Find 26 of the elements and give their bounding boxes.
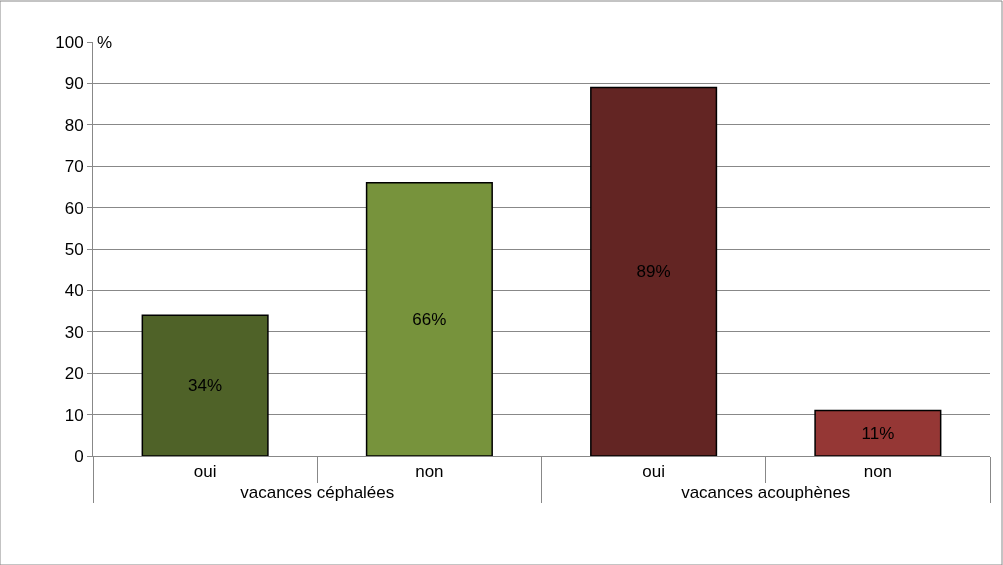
y-tick-label: 40 — [64, 281, 84, 301]
y-tick-label: 100 — [55, 32, 84, 52]
x-tick-label: oui — [193, 462, 217, 482]
y-axis-title: % — [97, 33, 113, 52]
y-tick-label: 60 — [64, 198, 84, 218]
data-label: 34% — [188, 376, 223, 396]
data-label: 89% — [636, 262, 671, 282]
y-tick-label: 30 — [64, 322, 84, 342]
x-tick-label: non — [415, 462, 444, 482]
bar — [141, 314, 269, 456]
bar — [590, 86, 718, 456]
data-label: 66% — [412, 309, 447, 329]
y-tick-label: 0 — [74, 446, 84, 466]
y-tick-label: 80 — [64, 115, 84, 135]
x-tick-label: non — [863, 462, 893, 482]
bar — [814, 409, 942, 456]
bar — [365, 182, 493, 456]
y-tick-label: 10 — [64, 405, 84, 425]
text: vacances céphalées — [240, 483, 395, 503]
x-tick-label: oui — [642, 462, 665, 482]
y-tick-label: 70 — [64, 157, 84, 177]
y-tick-label: 50 — [64, 239, 84, 259]
y-tick-label: 20 — [64, 364, 84, 384]
data-label: 11% — [861, 423, 895, 443]
y-tick-label: 90 — [64, 74, 84, 94]
text: vacances acouphènes — [681, 483, 851, 503]
